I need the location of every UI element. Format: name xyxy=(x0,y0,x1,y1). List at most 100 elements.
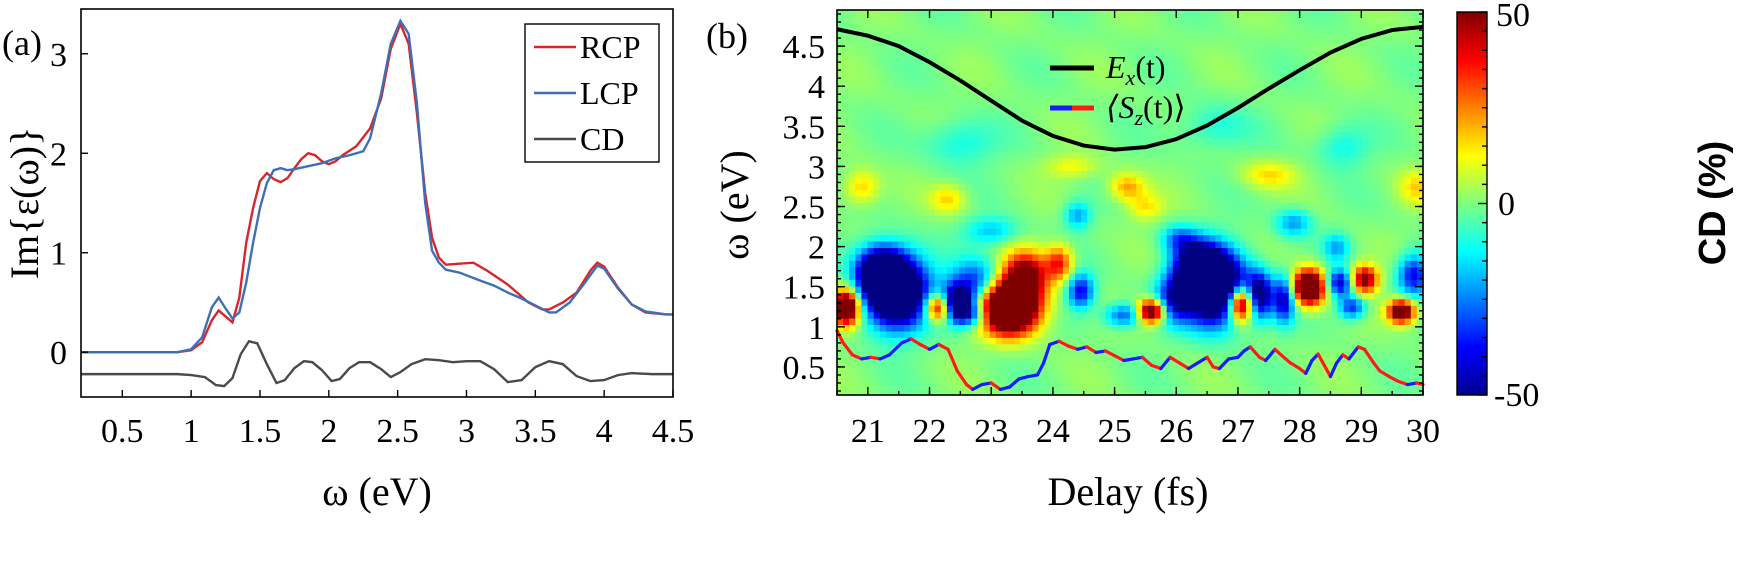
heatmap-cell xyxy=(1325,170,1333,178)
heatmap-cell xyxy=(983,22,991,30)
heatmap-cell xyxy=(1178,208,1186,216)
heatmap-cell xyxy=(1111,183,1119,191)
heatmap-cell xyxy=(867,176,875,184)
heatmap-cell xyxy=(1050,48,1058,56)
heatmap-cell xyxy=(873,99,881,107)
heatmap-cell xyxy=(1178,93,1186,101)
heatmap-cell xyxy=(1172,343,1180,351)
heatmap-cell xyxy=(1197,80,1204,88)
heatmap-cell xyxy=(1130,388,1137,396)
heatmap-cell xyxy=(1087,112,1094,120)
heatmap-cell xyxy=(1038,74,1046,82)
heatmap-cell xyxy=(1062,157,1070,165)
heatmap-cell xyxy=(910,266,917,274)
heatmap-cell xyxy=(1270,67,1278,75)
heatmap-cell xyxy=(898,189,905,197)
heatmap-cell xyxy=(1294,215,1302,223)
heatmap-cell xyxy=(1178,375,1186,383)
heatmap-cell xyxy=(885,131,893,139)
heatmap-cell xyxy=(1136,215,1143,223)
heatmap-cell xyxy=(1130,119,1137,127)
heatmap-cell xyxy=(1056,382,1064,390)
heatmap-cell xyxy=(983,241,991,249)
heatmap-cell xyxy=(1203,138,1210,146)
heatmap-cell xyxy=(1075,170,1082,178)
heatmap-cell xyxy=(1154,266,1162,274)
heatmap-cell xyxy=(843,164,850,172)
heatmap-cell xyxy=(1319,131,1326,139)
heatmap-cell xyxy=(1319,221,1326,229)
heatmap-cell xyxy=(885,196,893,204)
heatmap-cell xyxy=(1050,356,1058,364)
heatmap-cell xyxy=(1154,273,1162,281)
heatmap-cell xyxy=(849,119,856,127)
heatmap-cell xyxy=(891,279,899,287)
heatmap-cell xyxy=(1191,61,1198,69)
heatmap-cell xyxy=(1136,388,1143,396)
heatmap-cell xyxy=(959,247,966,255)
heatmap-cell xyxy=(1123,382,1131,390)
heatmap-cell xyxy=(1270,260,1278,268)
heatmap-cell xyxy=(1050,202,1058,210)
heatmap-cell xyxy=(952,266,960,274)
heatmap-cell xyxy=(910,189,917,197)
heatmap-cell xyxy=(904,234,911,242)
heatmap-cell xyxy=(898,74,905,82)
heatmap-cell xyxy=(1020,350,1027,358)
heatmap-cell xyxy=(1294,138,1302,146)
heatmap-cell xyxy=(971,279,978,287)
heatmap-cell xyxy=(965,138,972,146)
heatmap-cell xyxy=(965,208,972,216)
heatmap-cell xyxy=(1075,375,1082,383)
heatmap-cell xyxy=(1081,382,1088,390)
heatmap-cell xyxy=(1288,99,1296,107)
heatmap-cell xyxy=(934,260,942,268)
heatmap-cell xyxy=(1007,330,1015,338)
heatmap-cell xyxy=(1044,189,1052,197)
heatmap-cell xyxy=(1062,202,1070,210)
heatmap-cell xyxy=(891,228,899,236)
heatmap-cell xyxy=(983,112,991,120)
heatmap-cell xyxy=(922,247,930,255)
heatmap-cell xyxy=(1245,138,1253,146)
heatmap-cell xyxy=(879,330,887,338)
heatmap-cell xyxy=(1160,337,1168,345)
heatmap-cell xyxy=(861,99,869,107)
heatmap-cell xyxy=(885,176,893,184)
heatmap-cell xyxy=(1203,67,1210,75)
heatmap-cell xyxy=(1331,170,1339,178)
heatmap-cell xyxy=(928,183,936,191)
heatmap-cell xyxy=(1166,318,1174,326)
heatmap-cell xyxy=(1123,253,1131,261)
heatmap-cell xyxy=(1245,318,1253,326)
heatmap-cell xyxy=(1331,61,1339,69)
heatmap-cell xyxy=(861,61,869,69)
heatmap-cell xyxy=(1105,382,1113,390)
heatmap-cell xyxy=(867,215,875,223)
heatmap-cell xyxy=(1264,208,1271,216)
heatmap-cell xyxy=(1111,343,1119,351)
heatmap-cell xyxy=(940,106,948,114)
heatmap-cell xyxy=(971,10,978,18)
heatmap-cell xyxy=(1026,164,1033,172)
heatmap-cell xyxy=(1172,330,1180,338)
heatmap-cell xyxy=(952,138,960,146)
heatmap-cell xyxy=(1276,29,1284,37)
heatmap-cell xyxy=(1307,311,1314,319)
heatmap-cell xyxy=(1331,164,1339,172)
heatmap-cell xyxy=(1313,208,1320,216)
heatmap-cell xyxy=(1123,292,1131,300)
heatmap-cell xyxy=(1300,247,1308,255)
heatmap-cell xyxy=(910,144,917,152)
heatmap-cell xyxy=(1044,279,1052,287)
heatmap-cell xyxy=(922,202,930,210)
heatmap-cell xyxy=(843,241,850,249)
heatmap-cell xyxy=(995,29,1003,37)
heatmap-cell xyxy=(983,106,991,114)
heatmap-cell xyxy=(1068,388,1076,396)
heatmap-cell xyxy=(1221,356,1229,364)
heatmap-cell xyxy=(1136,48,1143,56)
heatmap-cell xyxy=(1007,176,1015,184)
heatmap-cell xyxy=(1007,170,1015,178)
heatmap-cell xyxy=(1209,99,1217,107)
